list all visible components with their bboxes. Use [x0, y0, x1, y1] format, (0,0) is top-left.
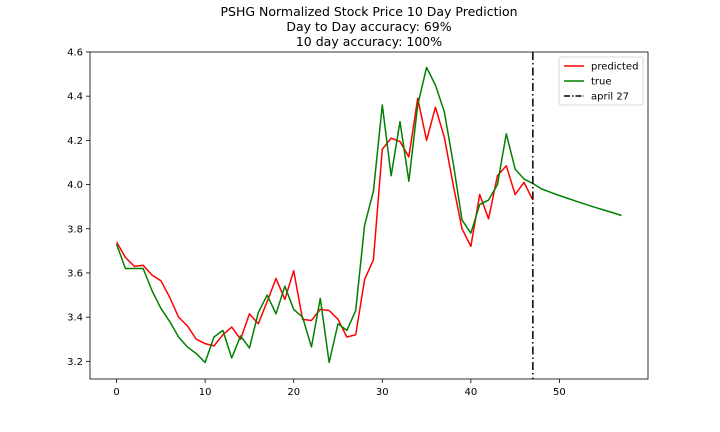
x-tick-label: 30 — [376, 387, 389, 398]
legend: predicted true april 27 — [558, 56, 644, 106]
y-axis: 3.2 3.4 3.6 3.8 4.0 4.2 4.4 4.6 — [67, 48, 90, 368]
y-tick-label: 3.4 — [67, 313, 83, 324]
y-tick-label: 3.6 — [67, 268, 83, 279]
x-axis: 0 10 20 30 40 50 — [113, 379, 566, 398]
true-series-line — [115, 66, 622, 364]
predicted-series-line — [115, 97, 534, 347]
x-tick-label: 40 — [464, 387, 477, 398]
y-tick-label: 4.6 — [67, 48, 83, 59]
legend-label: april 27 — [591, 92, 629, 103]
x-tick-label: 0 — [113, 387, 119, 398]
legend-label: predicted — [591, 62, 638, 73]
y-tick-label: 3.2 — [67, 357, 83, 368]
chart-title-line-1: PSHG Normalized Stock Price 10 Day Predi… — [220, 4, 517, 19]
y-tick-label: 4.0 — [67, 180, 83, 191]
x-tick-label: 10 — [199, 387, 212, 398]
legend-box — [558, 56, 644, 106]
y-tick-label: 4.2 — [67, 136, 83, 147]
chart-title-line-3: 10 day accuracy: 100% — [296, 34, 442, 49]
y-tick-label: 3.8 — [67, 224, 83, 235]
plot-frame — [89, 51, 649, 380]
x-tick-label: 20 — [287, 387, 300, 398]
x-tick-label: 50 — [553, 387, 566, 398]
y-tick-label: 4.4 — [67, 92, 83, 103]
chart-title-line-2: Day to Day accuracy: 69% — [286, 19, 451, 34]
legend-label: true — [591, 77, 612, 88]
plot-area — [115, 52, 622, 379]
